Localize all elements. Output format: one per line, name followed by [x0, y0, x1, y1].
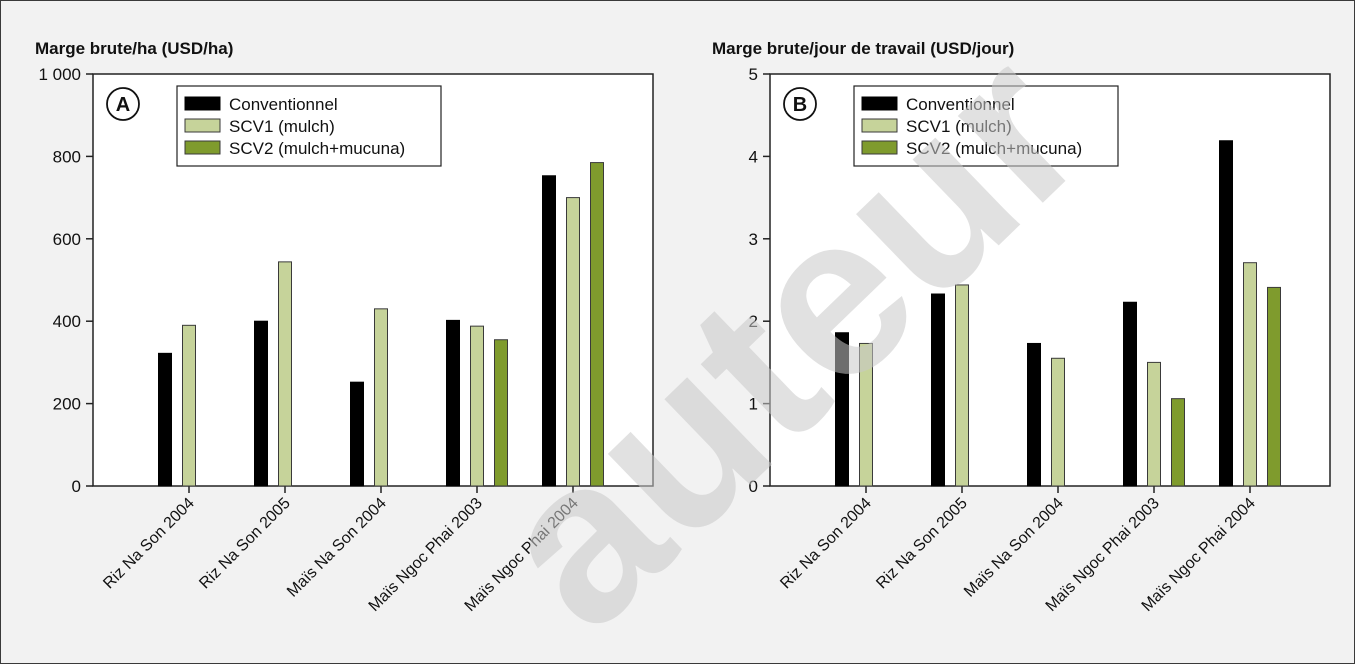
y-tick-label: 5: [749, 65, 758, 84]
y-tick-label: 3: [749, 230, 758, 249]
bar-scv1-mulch: [566, 197, 580, 487]
bar-scv1-mulch: [278, 261, 292, 487]
panel-letter-circle: [783, 87, 817, 121]
legend-label: Conventionnel: [229, 95, 338, 114]
bar-conventionnel: [158, 352, 172, 487]
legend-swatch: [861, 118, 898, 133]
y-tick-label: 1 000: [38, 65, 81, 84]
panel-letter: B: [793, 94, 807, 116]
legend-label: SCV2 (mulch+mucuna): [229, 139, 405, 158]
legend-box: [176, 85, 442, 167]
bar-scv2-mulch-mucuna: [590, 162, 604, 487]
legend-swatch: [184, 118, 221, 133]
bar-scv2-mulch-mucuna: [1267, 286, 1281, 487]
bar-scv1-mulch: [859, 342, 873, 487]
panel-letter: A: [116, 94, 130, 116]
legend-swatch: [184, 96, 221, 111]
bar-scv1-mulch: [470, 325, 484, 487]
legend-swatch: [861, 140, 898, 155]
y-tick-label: 1: [749, 395, 758, 414]
bar-scv1-mulch: [1147, 361, 1161, 487]
legend-label: SCV2 (mulch+mucuna): [906, 139, 1082, 158]
y-tick-label: 0: [749, 477, 758, 496]
bar-scv2-mulch-mucuna: [1171, 398, 1185, 487]
y-tick-label: 0: [72, 477, 81, 496]
bar-scv1-mulch: [1051, 357, 1065, 487]
x-tick-label: Riz Na Son 2004: [100, 495, 198, 593]
bar-conventionnel: [1123, 301, 1137, 487]
bar-conventionnel: [350, 381, 364, 487]
bar-scv1-mulch: [955, 284, 969, 487]
bar-scv1-mulch: [182, 324, 196, 487]
y-tick-label: 200: [53, 395, 81, 414]
bar-conventionnel: [1219, 140, 1233, 487]
chart-title: Marge brute/ha (USD/ha): [35, 39, 233, 58]
x-tick-label: Riz Na Son 2005: [873, 495, 971, 593]
x-tick-label: Maïs Na Son 2004: [961, 495, 1067, 601]
chart-panel-b: Marge brute/jour de travail (USD/jour) 0 1…: [712, 39, 1331, 615]
x-tick-label: Riz Na Son 2004: [777, 495, 875, 593]
panel-letter-circle: [106, 87, 140, 121]
bar-conventionnel: [835, 332, 849, 487]
y-tick-label: 400: [53, 312, 81, 331]
legend-label: SCV1 (mulch): [229, 117, 335, 136]
legend-label: SCV1 (mulch): [906, 117, 1012, 136]
y-tick-label: 800: [53, 147, 81, 166]
y-tick-label: 600: [53, 230, 81, 249]
y-tick-label: 2: [749, 312, 758, 331]
bar-conventionnel: [446, 319, 460, 487]
legend-swatch: [184, 140, 221, 155]
chart-panel-a: Marge brute/ha (USD/ha) 0 200 400 600 800 1 00…: [35, 39, 654, 615]
x-tick-label: Maïs Na Son 2004: [284, 495, 390, 601]
bar-conventionnel: [254, 320, 268, 487]
x-tick-label: Riz Na Son 2005: [196, 495, 294, 593]
legend-swatch: [861, 96, 898, 111]
bar-conventionnel: [1027, 342, 1041, 487]
legend-label: Conventionnel: [906, 95, 1015, 114]
legend-box: [853, 85, 1119, 167]
y-tick-label: 4: [749, 147, 758, 166]
chart-title: Marge brute/jour de travail (USD/jour): [712, 39, 1014, 58]
bar-conventionnel: [542, 175, 556, 487]
bar-scv1-mulch: [374, 308, 388, 487]
bar-scv2-mulch-mucuna: [494, 339, 508, 487]
bar-scv1-mulch: [1243, 262, 1257, 487]
bar-conventionnel: [931, 293, 945, 487]
